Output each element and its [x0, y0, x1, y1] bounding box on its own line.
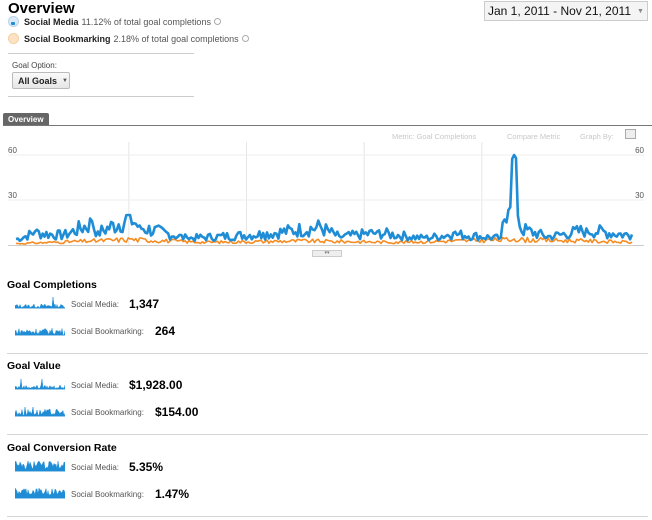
sparkline-icon[interactable] — [15, 404, 65, 418]
divider — [8, 53, 194, 54]
chart-series-line[interactable] — [15, 236, 633, 245]
section-divider — [7, 434, 648, 435]
metric-row-value: $1,928.00 — [129, 378, 183, 392]
metric-row-label: Social Media: — [71, 381, 120, 390]
section-divider — [7, 353, 648, 354]
metric-row-value: 1,347 — [129, 297, 160, 311]
y-tick-label: 30 — [8, 191, 17, 200]
info-icon[interactable] — [213, 18, 221, 25]
chevron-down-icon: ▼ — [62, 77, 68, 84]
segment-swatch-icon[interactable] — [8, 33, 19, 44]
page-title: Overview — [8, 0, 75, 17]
section-title: Goal Completions — [7, 279, 97, 291]
chart-series-line[interactable] — [15, 153, 634, 243]
metric-row-value: $154.00 — [155, 405, 199, 419]
y-tick-label: 60 — [8, 146, 17, 155]
section-divider — [7, 516, 648, 517]
sparkline-icon[interactable] — [15, 459, 65, 473]
metric-row-label: Social Bookmarking: — [71, 408, 144, 417]
graph-by-icon[interactable] — [625, 129, 636, 139]
y-tick-label: 60 — [635, 146, 644, 155]
metric-row-label: Social Media: — [71, 300, 120, 309]
sparkline-icon[interactable] — [15, 377, 65, 391]
chart-resize-handle[interactable]: ▾▾ — [312, 250, 342, 257]
y-tick-label: 30 — [635, 191, 644, 200]
sparkline-icon[interactable] — [15, 486, 65, 500]
info-icon[interactable] — [241, 35, 249, 42]
metric-row-label: Social Bookmarking: — [71, 490, 144, 499]
sparkline-icon[interactable] — [15, 296, 65, 310]
section-title: Goal Conversion Rate — [7, 442, 117, 454]
segment-social-media[interactable]: Social Media 11.12% of total goal comple… — [8, 16, 221, 27]
divider — [8, 96, 194, 97]
metric-selector[interactable]: Metric: Goal Completions — [392, 132, 477, 141]
section-title: Goal Value — [7, 360, 61, 372]
graph-by-label: Graph By: — [580, 132, 614, 141]
goal-option-value: All Goals — [18, 75, 58, 86]
segment-detail: 11.12% of total goal completions — [81, 16, 211, 27]
metric-row-value: 5.35% — [129, 460, 164, 474]
segment-detail: 2.18% of total goal completions — [113, 33, 239, 44]
metric-row-label: Social Media: — [71, 463, 120, 472]
metric-row-value: 1.47% — [155, 487, 190, 501]
segment-name: Social Bookmarking — [24, 33, 111, 44]
tab-overview[interactable]: Overview — [3, 113, 49, 125]
sparkline-icon[interactable] — [15, 323, 65, 337]
segment-name: Social Media — [24, 16, 79, 27]
segment-social-bookmarking[interactable]: Social Bookmarking 2.18% of total goal c… — [8, 33, 249, 44]
date-range-picker[interactable]: Jan 1, 2011 - Nov 21, 2011 ▼ — [484, 1, 648, 21]
metric-row-value: 264 — [155, 324, 176, 338]
goal-option-label: Goal Option: — [12, 61, 57, 70]
goal-option-select[interactable]: All Goals ▼ — [12, 72, 70, 89]
compare-metric-selector[interactable]: Compare Metric — [507, 132, 561, 141]
line-chart: 60 60 30 30 — [8, 142, 644, 246]
segment-swatch-icon[interactable] — [8, 16, 19, 27]
chevron-down-icon: ▼ — [637, 7, 644, 15]
date-range-text: Jan 1, 2011 - Nov 21, 2011 — [488, 4, 631, 18]
tab-underline — [3, 125, 652, 126]
metric-row-label: Social Bookmarking: — [71, 327, 144, 336]
